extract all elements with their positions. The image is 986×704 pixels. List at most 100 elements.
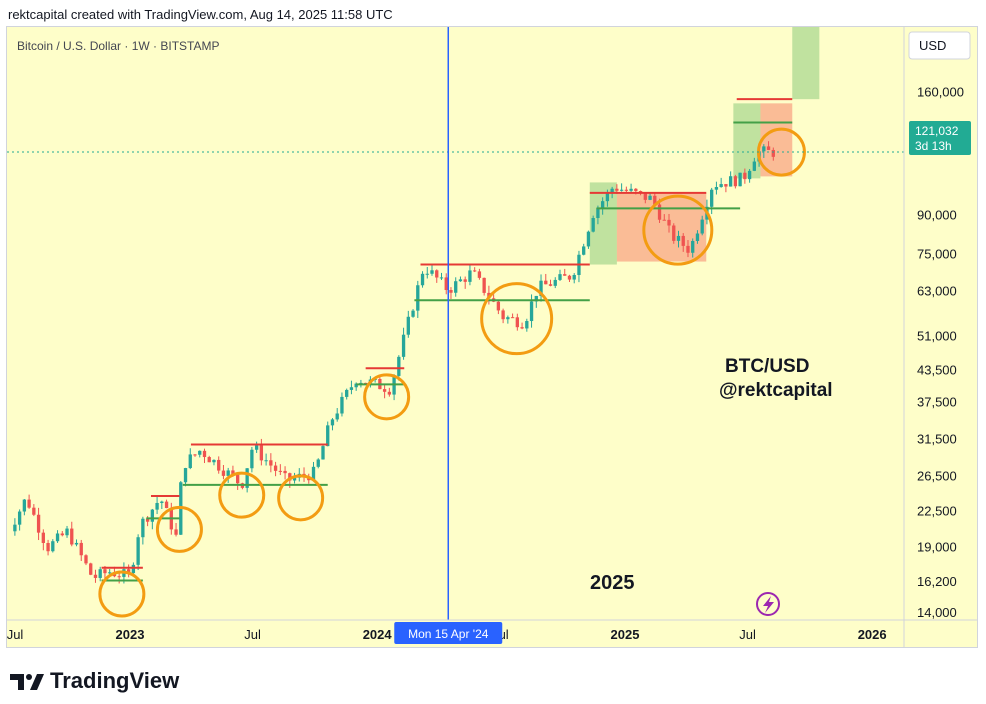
symbol-title: Bitcoin / U.S. Dollar · 1W · BITSTAMP	[17, 39, 219, 53]
candle-body	[473, 270, 477, 272]
candle-body	[657, 204, 662, 220]
candle-layer	[13, 141, 775, 584]
candle	[155, 496, 159, 515]
candle-body	[183, 468, 188, 483]
currency-button[interactable]: USD	[908, 31, 971, 60]
retest-circle	[363, 373, 411, 421]
candle-body	[288, 473, 292, 481]
candle	[695, 230, 700, 244]
time-tick-label: 2025	[611, 627, 640, 642]
tradingview-logo[interactable]: TradingView	[10, 668, 179, 694]
candle-body	[686, 245, 690, 253]
candle	[766, 141, 771, 151]
candle-body	[150, 509, 155, 522]
candle-body	[771, 149, 775, 157]
candle-body	[79, 542, 83, 556]
candle	[733, 174, 738, 189]
candle	[65, 525, 69, 538]
candle-body	[387, 391, 392, 395]
candle-body	[515, 317, 519, 328]
candle-body	[501, 310, 505, 320]
candle	[250, 446, 254, 473]
candle	[477, 268, 482, 280]
candle-body	[316, 459, 320, 467]
candle	[762, 144, 766, 158]
circle-layer	[98, 127, 806, 618]
candle	[439, 272, 444, 281]
candle	[525, 318, 529, 332]
candle	[89, 562, 93, 576]
candle	[458, 276, 463, 282]
candle-body	[572, 274, 576, 280]
candle-body	[188, 454, 192, 469]
candle-body	[544, 280, 548, 285]
candle	[32, 504, 36, 517]
candle-body	[416, 285, 420, 311]
candle	[501, 308, 505, 324]
candle-body	[700, 219, 704, 234]
candle	[430, 265, 434, 276]
candle	[269, 453, 273, 473]
candle-body	[681, 235, 685, 246]
zone-green-4	[792, 27, 820, 100]
candle	[17, 509, 22, 531]
candle	[710, 187, 714, 215]
candle-body	[103, 569, 107, 574]
candle	[202, 448, 207, 464]
price-chart[interactable]: Bitcoin / U.S. Dollar · 1W · BITSTAMP BT…	[7, 27, 977, 647]
price-axis[interactable]: 160,000130,00090,00075,00063,00051,00043…	[917, 84, 964, 620]
candle-body	[193, 454, 197, 456]
price-tick-label: 63,000	[917, 284, 957, 299]
candle-body	[695, 233, 700, 241]
candle-body	[439, 277, 444, 279]
last-price-value: 121,032	[915, 124, 959, 138]
candle-body	[198, 450, 202, 455]
candle-body	[610, 188, 614, 193]
retest-circle	[642, 194, 714, 266]
candle-body	[117, 576, 121, 578]
candle	[207, 455, 211, 463]
bar-countdown: 3d 13h	[915, 139, 952, 153]
watermark-handle: @rektcapital	[719, 380, 833, 401]
candle-body	[653, 195, 657, 205]
candle-body	[425, 273, 429, 275]
candle-body	[70, 528, 74, 545]
candle	[600, 197, 605, 215]
candle	[544, 273, 548, 285]
candle	[278, 464, 282, 476]
candle-body	[345, 389, 349, 397]
candle-body	[468, 270, 472, 282]
candle-body	[321, 446, 325, 460]
candle-body	[108, 572, 112, 574]
lightning-icon[interactable]	[756, 592, 780, 616]
candle-body	[131, 564, 136, 574]
chart-frame[interactable]: Bitcoin / U.S. Dollar · 1W · BITSTAMP BT…	[6, 26, 978, 648]
price-tick-label: 19,000	[917, 540, 957, 555]
candle-body	[98, 569, 102, 578]
candle	[141, 516, 145, 545]
price-tick-label: 90,000	[917, 207, 957, 222]
candle	[425, 266, 429, 279]
candle	[728, 171, 733, 187]
candle-body	[245, 468, 249, 488]
candle	[183, 467, 188, 487]
candle-body	[363, 382, 368, 384]
candle-body	[648, 195, 652, 200]
price-tick-label: 16,200	[917, 574, 957, 589]
candle-body	[155, 502, 159, 510]
candle	[515, 313, 519, 331]
candle	[676, 230, 681, 248]
candle-body	[563, 274, 567, 276]
candle-body	[662, 219, 666, 221]
candle	[435, 269, 439, 283]
candle	[738, 172, 742, 187]
candle-body	[283, 470, 287, 474]
candle-body	[207, 457, 211, 463]
candle-body	[444, 277, 448, 291]
candle-body	[273, 465, 278, 471]
candle-body	[269, 460, 273, 466]
candle	[619, 183, 624, 192]
candle	[572, 273, 576, 284]
candle	[93, 569, 98, 583]
candle-body	[259, 445, 264, 461]
